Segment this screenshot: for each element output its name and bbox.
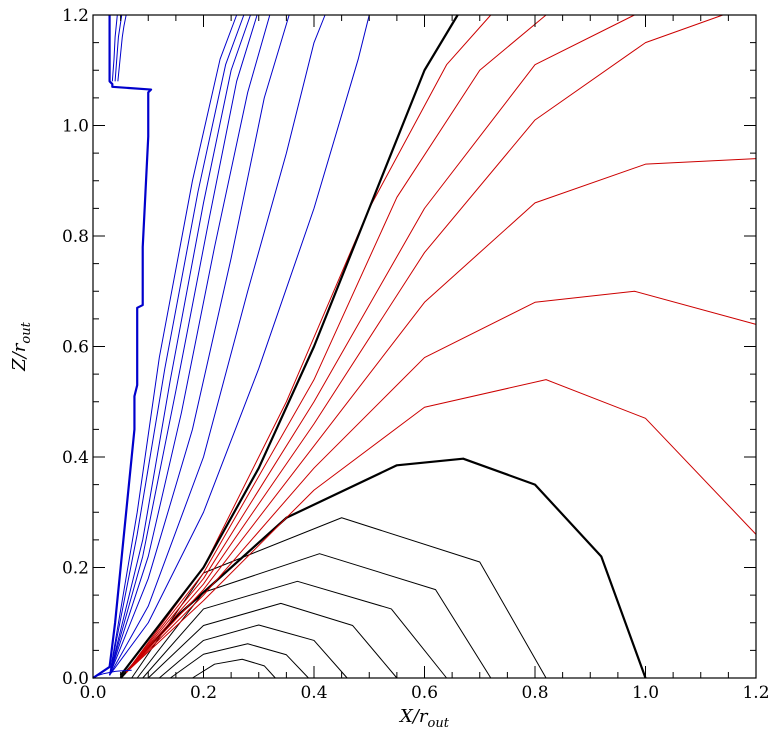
field-line-open-star-28	[117, 14, 127, 82]
x-tick-label: 0.2	[190, 683, 217, 703]
field-line-open-disk-9	[125, 290, 757, 673]
x-tick-label: 0.4	[300, 683, 327, 703]
field-line-open-star-19	[109, 14, 271, 676]
y-axis-label: Z/rout	[9, 321, 34, 371]
field-line-closed-4	[142, 580, 447, 679]
field-line-open-disk-11	[125, 14, 724, 673]
y-tick-label: 0.4	[62, 448, 89, 468]
field-line-open-star-27	[114, 14, 123, 82]
x-tick-label: 1.2	[742, 683, 769, 703]
field-line-open-disk-10	[125, 158, 757, 673]
field-line-open-star-26	[111, 14, 118, 82]
y-tick-label: 0.8	[62, 227, 89, 247]
field-line-closed-0	[192, 658, 276, 679]
y-tick-label: 0.2	[62, 559, 89, 579]
x-axis-label: X/rout	[398, 706, 450, 731]
y-tick-label: 1.2	[62, 6, 89, 26]
field-line-closed-2	[158, 624, 348, 679]
field-line-closed-7	[119, 457, 647, 679]
y-tick-label: 1.0	[62, 117, 89, 137]
field-line-open-star-18	[109, 14, 290, 676]
field-line-open-star-17	[109, 14, 326, 676]
field-line-closed-3	[147, 602, 398, 679]
x-tick-label: 1.0	[632, 683, 659, 703]
tick-labels: 0.0 0.2 0.4 0.6 0.8 1.0 1.2 0.0 0.2 0.4 0.6 0.8 1.0 1…	[62, 6, 770, 703]
field-line-boundary-15	[119, 14, 459, 676]
plot-frame	[92, 14, 757, 679]
field-line-open-star-22	[109, 14, 245, 676]
field-line-closed-1	[170, 643, 309, 679]
field-line-open-disk-12	[125, 14, 635, 673]
axis-ticks	[92, 14, 757, 679]
field-line-open-disk-13	[125, 14, 547, 673]
x-tick-label: 0.8	[521, 683, 548, 703]
x-tick-label: 0.6	[411, 683, 438, 703]
field-line-open-star-20	[109, 14, 258, 676]
field-line-open-star-23	[109, 14, 238, 676]
field-line-closed-5	[136, 553, 492, 679]
x-tick-label: 0.0	[79, 683, 106, 703]
field-line-open-star-25	[92, 15, 153, 679]
y-tick-label: 0.0	[62, 669, 89, 689]
field-line-closed-6	[131, 517, 547, 679]
field-line-open-star-16	[109, 14, 370, 676]
y-tick-label: 0.6	[62, 338, 89, 358]
field-line-open-disk-8	[125, 379, 757, 673]
field-line-open-star-21	[109, 14, 251, 676]
field-lines-layer	[92, 14, 757, 679]
field-line-open-disk-14	[125, 14, 492, 673]
